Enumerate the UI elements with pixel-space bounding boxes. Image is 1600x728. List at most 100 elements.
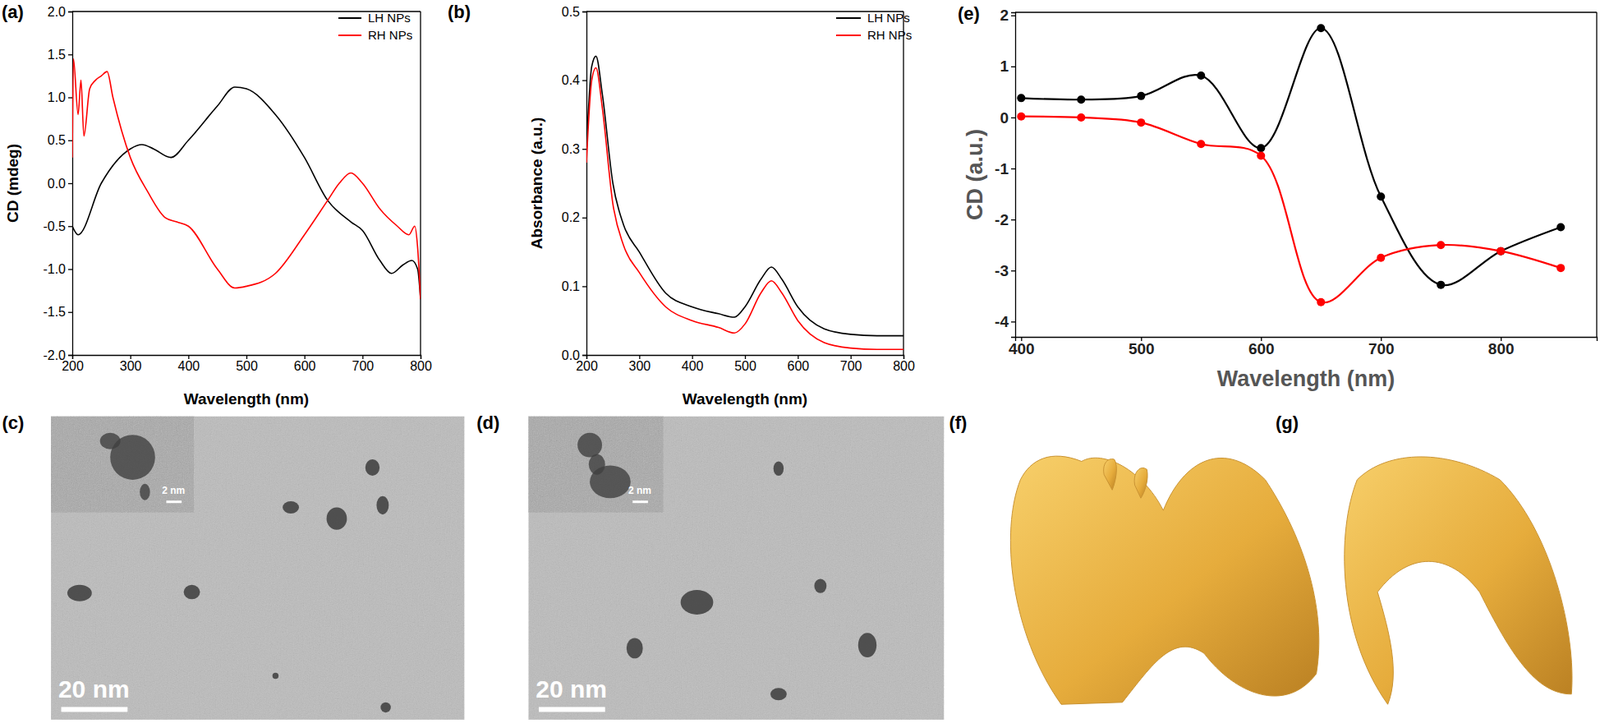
gold-shape [1103,459,1118,491]
tem-image: 20 nm2 nm [528,416,945,720]
data-point [1316,298,1325,307]
tick-label: -1 [994,160,1009,178]
plot-area [1016,23,1565,307]
tick-mark [188,354,189,359]
tick: 600 [294,354,317,373]
x-axis-title: Wavelength (nm) [1217,366,1396,391]
tick: 0.4 [561,73,587,88]
series-line [1020,116,1561,304]
tick: 500 [235,354,258,373]
tick-mark [68,312,73,313]
tick-mark [68,140,73,142]
data-point [1556,263,1565,272]
inset-noise [528,416,664,513]
y-axis-title: CD (a.u.) [962,128,988,221]
tick-mark [582,79,587,81]
tick-mark [582,217,587,219]
tick-label: 600 [294,358,317,373]
data-point [1016,93,1026,102]
data-point [1436,240,1445,249]
tick: 300 [628,354,651,373]
panel-label: (d) [476,412,500,433]
image-background [528,416,945,720]
x-axis: 400 500 600 700 800 [1008,336,1598,358]
tick-label: 400 [681,358,704,373]
tick-label: 2 [999,6,1009,24]
panel-label: (f) [948,412,967,433]
tick-mark [582,354,587,356]
series-line [72,58,421,299]
tick-label: 0.0 [561,348,580,363]
tick-mark [68,183,73,184]
tick: 2.0 [47,4,73,19]
inset-scale-bar [632,500,649,503]
plot-frame-top [1015,11,1597,13]
y-axis: -2.0-1.5-1.0-0.50.00.51.01.52.0 [42,4,73,363]
tick-label: 800 [1488,340,1515,358]
tick-label: 700 [1368,340,1395,358]
tick: 600 [1248,336,1275,358]
data-point [1556,222,1565,231]
y-axis-title: CD (mdeg) [4,143,22,223]
tick-label: 1.0 [47,90,66,105]
inset-scale-bar [166,500,183,503]
tick: 800 [892,354,915,373]
inset-scale-bar-label: 2 nm [628,484,652,497]
tick-mark [850,354,852,359]
axis-line [73,355,422,360]
tick-label: 700 [840,358,863,373]
tick: 400 [1008,336,1035,358]
tick: 500 [1128,336,1155,358]
series-line [586,55,904,336]
x-axis-title: Wavelength (nm) [183,390,309,408]
particle [813,578,827,593]
tick-label: 0.5 [561,4,580,19]
legend-swatch [338,17,362,19]
data-point [1316,23,1325,33]
tick-label: 0.1 [561,279,580,294]
data-point [1436,280,1445,290]
tick: 0.1 [561,279,587,294]
particle [858,632,877,658]
figure: 200300400500600700800-2.0-1.5-1.0-0.50.0… [0,0,1600,728]
plot-frame-top [586,10,904,12]
tick-mark [1011,219,1016,221]
tick-label: 700 [351,358,374,373]
data-point [1496,247,1505,256]
tick-label: 2.0 [47,4,66,19]
tick-label: -2.0 [42,348,66,363]
tick: -1.0 [42,262,73,276]
panel-label: (c) [1,412,24,433]
legend-swatch [836,17,861,19]
tem-image: 20 nm2 nm [50,416,465,720]
tick-mark [68,96,73,98]
data-point [1496,247,1505,256]
tick-mark [68,268,73,270]
tick-label: -4 [994,312,1009,331]
render-image [1010,455,1319,704]
tick: -1 [994,160,1016,178]
tick-mark [1011,117,1016,119]
x-axis: 200300400500600700800 [61,354,433,373]
particle [770,687,787,700]
tick-mark [1011,66,1016,68]
tick: 0.3 [561,142,587,157]
series-line [72,87,421,299]
chart-panel: 2003004005006007008000.00.10.20.30.40.5W… [528,4,915,408]
tick-label: 500 [1128,340,1155,358]
particle [282,501,299,514]
tick-label: 600 [786,358,810,373]
tick-label: 500 [734,358,757,373]
tick-label: 0.5 [47,133,66,148]
plot-frame-right [1595,12,1597,337]
panel-label: (e) [957,3,980,24]
gold-shape [1344,456,1573,704]
scale-bar [61,706,129,712]
legend: LH NPsRH NPs [836,10,912,42]
tick: 0 [999,109,1016,127]
inset-background [50,416,194,513]
tick: -1.5 [42,304,73,319]
tick-mark [68,354,73,356]
scale-bar-label: 20 nm [58,675,130,703]
tick: 600 [786,354,810,373]
